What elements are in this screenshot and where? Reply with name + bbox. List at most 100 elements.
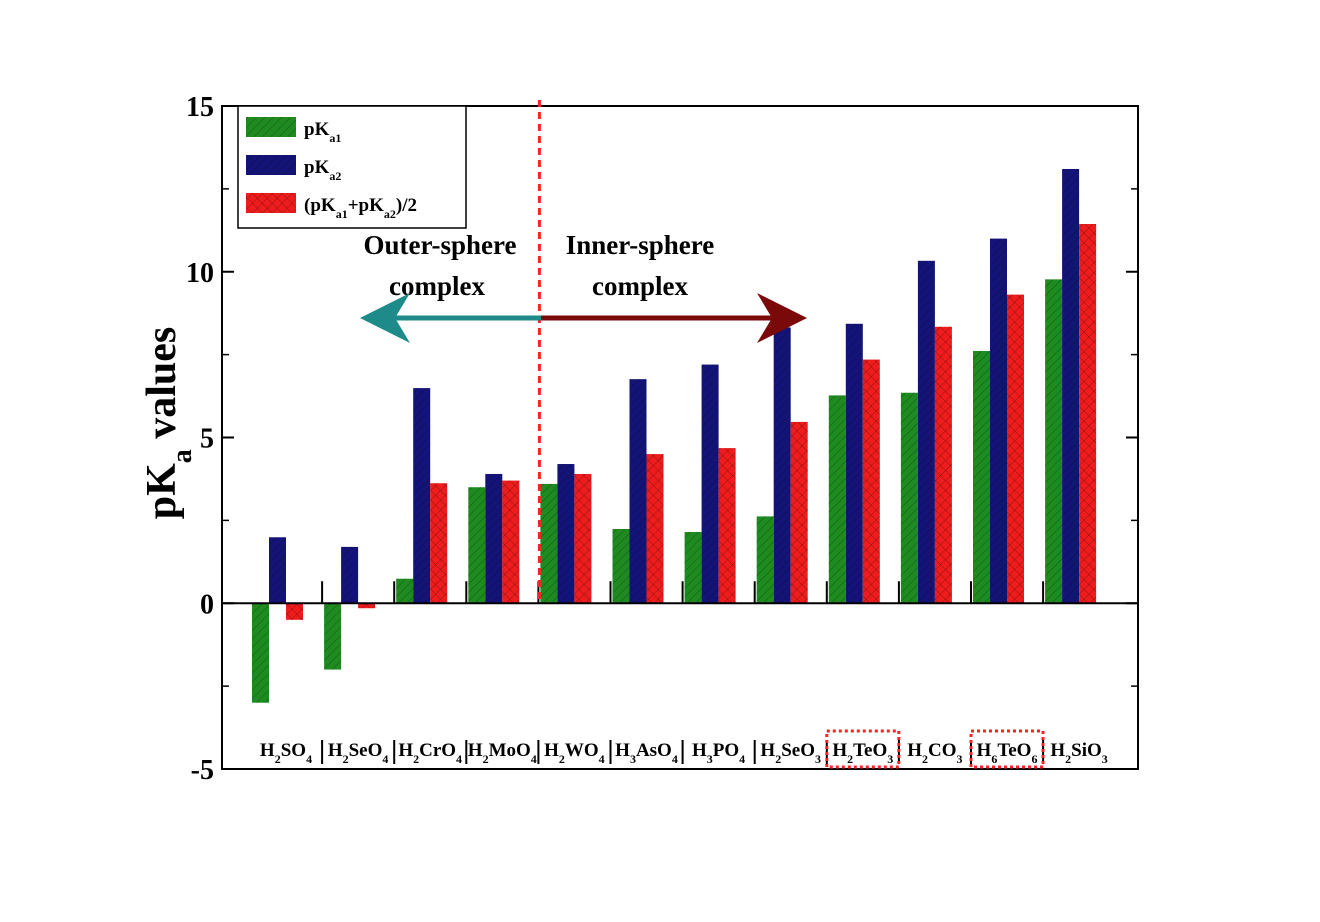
- subscript-text: 4: [456, 752, 462, 766]
- bar-hatch: [900, 392, 918, 604]
- label-text: H: [692, 740, 707, 761]
- bar-hatch: [862, 359, 880, 604]
- category-label: H2SeO3: [760, 740, 821, 766]
- label-text: SeO: [781, 740, 815, 761]
- subscript-text: 3: [1102, 752, 1108, 766]
- label-text: H: [1050, 740, 1065, 761]
- label-text: H: [832, 740, 847, 761]
- subscript-text: 4: [672, 752, 678, 766]
- y-tick-label: 15: [186, 92, 214, 123]
- highlight-box: [969, 729, 1045, 769]
- label-text: pK: [304, 157, 330, 178]
- label-text: SiO: [1071, 740, 1102, 761]
- legend-swatch-hatch: [246, 193, 296, 213]
- label-text: +pK: [348, 195, 384, 216]
- label-text: SeO: [349, 740, 383, 761]
- label-text: TeO: [997, 740, 1031, 761]
- subscript-text: 3: [957, 752, 963, 766]
- subscript-text: a1: [336, 207, 348, 221]
- category-label: H2SiO3: [1050, 740, 1107, 766]
- bar-hatch: [396, 578, 414, 604]
- bar-hatch: [845, 323, 863, 604]
- subscript-text: 3: [887, 752, 893, 766]
- category-label: H2CrO4: [398, 740, 462, 766]
- label-text: pK: [304, 119, 330, 140]
- bar-hatch: [917, 260, 935, 604]
- label-text: AsO: [636, 740, 672, 761]
- label-text: )/2: [396, 195, 417, 216]
- inner-sphere-label-line1: Inner-sphere: [566, 230, 715, 260]
- legend-label: (pKa1+pKa2)/2: [304, 195, 417, 221]
- category-label: H2TeO3: [832, 740, 893, 766]
- bar-hatch: [973, 350, 990, 604]
- bar-hatch: [828, 395, 846, 604]
- bar-hatch: [756, 516, 774, 604]
- outer-sphere-label-line1: Outer-sphere: [364, 230, 517, 260]
- label-text: H: [328, 740, 343, 761]
- bar-hatch: [341, 546, 359, 604]
- bar-hatch: [574, 473, 592, 604]
- bar-hatch: [324, 603, 342, 670]
- label-text: H: [760, 740, 775, 761]
- subscript-text: 2: [483, 752, 489, 766]
- legend-swatch-hatch: [246, 155, 296, 175]
- category-label: H3PO4: [692, 740, 745, 766]
- bar-hatch: [701, 364, 719, 604]
- subscript-text: 2: [343, 752, 349, 766]
- bar-hatch: [485, 473, 503, 604]
- label-text: MoO: [489, 740, 531, 761]
- y-axis-label: pKa values: [139, 327, 198, 520]
- label-text: values: [139, 327, 185, 450]
- bar-hatch: [430, 483, 448, 604]
- outer-sphere-label-line2: complex: [389, 271, 485, 301]
- subscript-text: a1: [329, 131, 341, 145]
- legend-label: pKa2: [304, 157, 341, 183]
- highlight-box: [825, 729, 901, 769]
- y-tick-label: 0: [200, 589, 214, 620]
- bar-hatch: [612, 528, 630, 604]
- label-text: H: [260, 740, 275, 761]
- bar-hatch: [990, 238, 1007, 604]
- inner-sphere-label-line2: complex: [592, 271, 688, 301]
- bar-hatch: [502, 480, 520, 604]
- label-text: (pK: [304, 195, 336, 216]
- y-tick-label: -5: [191, 755, 214, 786]
- y-tick-label: 10: [186, 258, 214, 289]
- bar-hatch: [773, 327, 791, 604]
- label-text: CrO: [419, 740, 456, 761]
- label-text: pK: [139, 463, 185, 519]
- label-text: CO: [928, 740, 957, 761]
- bar-hatch: [629, 379, 647, 604]
- bar-hatch: [286, 603, 303, 620]
- bar-hatch: [557, 464, 575, 604]
- subscript-text: 4: [739, 752, 745, 766]
- bar-hatch: [540, 483, 558, 604]
- subscript-text: a: [167, 449, 198, 463]
- subscript-text: 4: [306, 752, 312, 766]
- subscript-text: 3: [815, 752, 821, 766]
- label-text: PO: [713, 740, 739, 761]
- x-axis-labels: H2SO4 H2SeO4 H2CrO4 H2MoO4 H2WO4 H3AsO4 H3PO4 H…: [260, 740, 1108, 766]
- label-text: H: [544, 740, 559, 761]
- label-text: H: [907, 740, 922, 761]
- label-text: H: [615, 740, 630, 761]
- category-separators: [321, 581, 1045, 764]
- category-label: H2MoO4: [468, 740, 537, 766]
- subscript-text: 3: [630, 752, 636, 766]
- subscript-text: 2: [775, 752, 781, 766]
- label-text: H: [398, 740, 413, 761]
- bar-hatch: [358, 603, 376, 609]
- category-label: H2SeO4: [328, 740, 389, 766]
- subscript-text: 4: [599, 752, 605, 766]
- highlight-boxes: [825, 729, 1045, 769]
- bar-hatch: [1045, 279, 1063, 604]
- subscript-text: 3: [707, 752, 713, 766]
- bar-hatch: [934, 326, 952, 604]
- bar-hatch: [1062, 168, 1080, 604]
- bar-hatch: [269, 537, 286, 604]
- label-text: SO: [281, 740, 306, 761]
- bar-hatch: [646, 454, 664, 604]
- annotations: Outer-sphere complex Inner-sphere comple…: [360, 230, 807, 343]
